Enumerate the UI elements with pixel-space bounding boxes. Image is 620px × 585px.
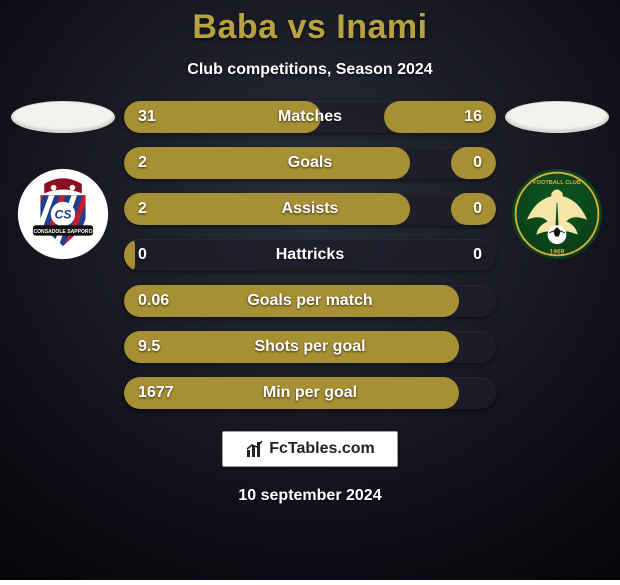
stat-row: Goals per match0.06	[124, 285, 496, 317]
svg-text:FOOTBALL CLUB: FOOTBALL CLUB	[533, 180, 581, 186]
left-side: CS CONSADOLE SAPPORO	[8, 101, 118, 261]
svg-text:CONSADOLE SAPPORO: CONSADOLE SAPPORO	[33, 229, 92, 235]
date-text: 10 september 2024	[238, 487, 381, 505]
stat-fill-left	[124, 285, 459, 317]
right-side: FOOTBALL CLUB 1969	[502, 101, 612, 261]
stat-fill-right	[384, 101, 496, 133]
stat-fill-left	[124, 147, 410, 179]
subtitle: Club competitions, Season 2024	[187, 61, 432, 79]
stat-row: Shots per goal9.5	[124, 331, 496, 363]
stat-label: Hattricks	[124, 246, 496, 264]
left-ellipse	[11, 101, 115, 133]
svg-text:CS: CS	[55, 208, 73, 222]
svg-text:1969: 1969	[550, 248, 565, 255]
right-team-badge: FOOTBALL CLUB 1969	[510, 167, 604, 261]
stat-fill-left	[124, 239, 135, 271]
page-title: Baba vs Inami	[192, 8, 427, 47]
right-ellipse	[505, 101, 609, 133]
stat-row: Min per goal1677	[124, 377, 496, 409]
footer-brand-text: FcTables.com	[269, 440, 375, 458]
stats-bars: Matches3116 Goals20 Assists20 Hattricks0 0 Go…	[118, 101, 502, 409]
stat-fill-right	[451, 193, 496, 225]
stat-fill-left	[124, 331, 459, 363]
stat-row: Goals20	[124, 147, 496, 179]
left-team-badge: CS CONSADOLE SAPPORO	[16, 167, 110, 261]
stat-value-right: 0	[473, 246, 482, 264]
stat-fill-left	[124, 101, 321, 133]
chart-icon	[245, 439, 265, 459]
stat-value-left: 0	[138, 246, 147, 264]
footer-brand: FcTables.com	[222, 431, 398, 467]
stat-fill-right	[451, 147, 496, 179]
stat-row: Matches3116	[124, 101, 496, 133]
stat-row: Assists20	[124, 193, 496, 225]
stat-fill-left	[124, 377, 459, 409]
stat-fill-left	[124, 193, 410, 225]
main-row: CS CONSADOLE SAPPORO Matches3116 Goals20 A…	[0, 101, 620, 409]
stat-row: Hattricks0 0	[124, 239, 496, 271]
